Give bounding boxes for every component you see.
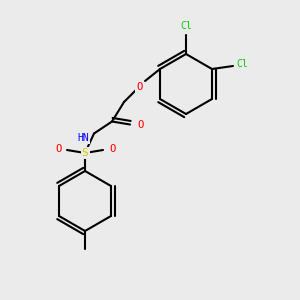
Text: O: O bbox=[55, 143, 61, 154]
Text: O: O bbox=[109, 143, 115, 154]
Text: S: S bbox=[82, 148, 88, 158]
Text: Cl: Cl bbox=[236, 59, 248, 70]
Text: HN: HN bbox=[78, 133, 89, 143]
Text: O: O bbox=[136, 82, 142, 92]
Text: O: O bbox=[137, 120, 144, 130]
Text: Cl: Cl bbox=[180, 20, 192, 31]
